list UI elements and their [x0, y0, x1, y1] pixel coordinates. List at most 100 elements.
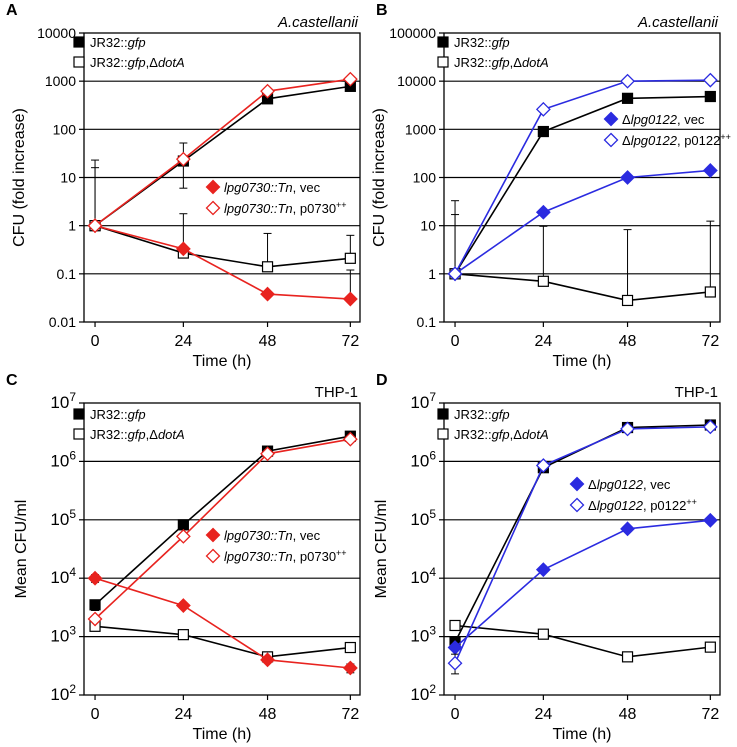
x-tick-label: 0 — [451, 333, 460, 350]
data-point — [620, 521, 635, 537]
y-tick-label: 10 — [420, 218, 436, 234]
y-tick-label: 0.01 — [49, 314, 76, 330]
data-point — [177, 629, 189, 641]
y-tick-label: 10000 — [397, 73, 436, 89]
y-axis-label: Mean CFU/ml — [373, 500, 390, 599]
legend-marker — [73, 56, 85, 68]
chart-panel-b: B A.castellanii 0.1 1 10 100 1000 10000 100000 0 2… — [371, 2, 731, 370]
data-point — [704, 90, 716, 103]
x-tick-label: 24 — [174, 706, 192, 723]
y-tick-label: 103 — [50, 624, 76, 646]
legend-entry-2: JR32::gfp,ΔdotA — [437, 427, 549, 442]
data-point — [702, 163, 718, 178]
legend-marker — [603, 111, 619, 127]
x-tick-label: 0 — [451, 706, 460, 723]
y-tick-label: 0.1 — [57, 266, 77, 282]
series-line — [454, 95, 711, 275]
y-tick-label: 100 — [53, 121, 77, 137]
y-axis-label: CFU (fold increase) — [11, 108, 28, 247]
data-point — [260, 286, 275, 302]
y-tick-label: 106 — [50, 448, 76, 470]
legend-entry-4: Δlpg0122, p0122++ — [603, 132, 731, 148]
series-line — [454, 424, 711, 643]
legend-entry-1: JR32::gfp — [437, 407, 510, 422]
legend-label: lpg0730::Tn, vec — [224, 528, 321, 543]
series-line — [94, 438, 351, 620]
plot-frame — [83, 402, 361, 696]
x-tick-label: 24 — [534, 706, 552, 723]
series-2 — [449, 619, 716, 663]
legend-label: JR32::gfp,ΔdotA — [90, 427, 185, 442]
data-point — [261, 261, 274, 273]
legend-label: JR32::gfp — [90, 407, 146, 422]
legend-marker — [73, 428, 85, 440]
y-tick-label: 104 — [410, 565, 436, 587]
legend-label: lpg0730::Tn, vec — [224, 180, 321, 195]
data-point — [621, 294, 634, 307]
y-tick-label: 0.1 — [417, 314, 437, 330]
series-4 — [447, 72, 718, 282]
legend-entry-3: Δlpg0122, vec — [603, 111, 705, 127]
panel-title: A.castellanii — [637, 14, 719, 31]
x-axis-label: Time (h) — [193, 726, 252, 743]
x-tick-label: 24 — [174, 333, 192, 350]
x-tick-label: 72 — [701, 333, 719, 350]
data-point — [537, 275, 549, 287]
y-tick-label: 102 — [410, 682, 436, 704]
data-point — [344, 252, 356, 264]
x-tick-label: 0 — [91, 706, 100, 723]
legend-entry-2: JR32::gfp,ΔdotA — [73, 55, 185, 70]
panel-title: A.castellanii — [277, 14, 359, 31]
data-point — [535, 204, 551, 220]
legend-marker — [437, 56, 449, 68]
series-line — [454, 519, 711, 649]
legend-entry-2: JR32::gfp,ΔdotA — [437, 55, 549, 70]
data-point — [260, 652, 275, 668]
data-point — [537, 628, 549, 640]
x-tick-label: 48 — [259, 333, 277, 350]
series-4 — [87, 431, 358, 627]
legend-entry-3: lpg0730::Tn, vec — [205, 179, 321, 195]
x-tick-label: 72 — [341, 706, 359, 723]
legend-entry-4: lpg0730::Tn, p0730++ — [205, 200, 347, 216]
legend-label: JR32::gfp,ΔdotA — [454, 427, 549, 442]
data-point — [89, 599, 101, 611]
x-tick-label: 0 — [91, 333, 100, 350]
y-tick-label: 10000 — [37, 25, 76, 41]
data-point — [704, 286, 716, 298]
y-tick-label: 1 — [68, 218, 76, 234]
x-tick-label: 72 — [341, 333, 359, 350]
data-point — [447, 655, 463, 671]
series-line — [94, 224, 351, 268]
legend-marker — [437, 428, 449, 440]
data-point — [342, 431, 358, 447]
legend-entry-1: JR32::gfp — [73, 35, 146, 50]
data-point — [87, 611, 103, 627]
series-3 — [447, 512, 718, 655]
legend-entry-3: Δlpg0122, vec — [569, 476, 671, 492]
y-tick-label: 1 — [428, 266, 436, 282]
x-tick-label: 72 — [701, 706, 719, 723]
series-line — [94, 435, 351, 606]
y-tick-label: 104 — [50, 565, 76, 587]
data-point — [342, 660, 358, 676]
y-tick-label: 105 — [50, 507, 76, 529]
chart-panel-c: C THP-1 102 103 104 105 106 107 0 24 48 72 Time (h) M… — [6, 372, 361, 743]
series-2 — [89, 620, 356, 663]
data-point — [342, 291, 358, 307]
panel-title: THP-1 — [675, 384, 718, 401]
data-point — [702, 512, 718, 528]
data-point — [535, 458, 551, 473]
data-point — [702, 72, 718, 88]
legend-label: JR32::gfp — [454, 35, 510, 50]
legend-label: lpg0730::Tn, p0730++ — [224, 200, 347, 216]
data-point — [535, 101, 551, 117]
series-line — [454, 169, 711, 275]
panel-letter: A — [6, 2, 18, 19]
legend-label: lpg0730::Tn, p0730++ — [224, 548, 347, 564]
legend-label: JR32::gfp,ΔdotA — [454, 55, 549, 70]
panel-letter: B — [376, 2, 388, 19]
panel-letter: D — [376, 372, 388, 389]
legend-entry-4: Δlpg0122, p0122++ — [569, 497, 697, 513]
